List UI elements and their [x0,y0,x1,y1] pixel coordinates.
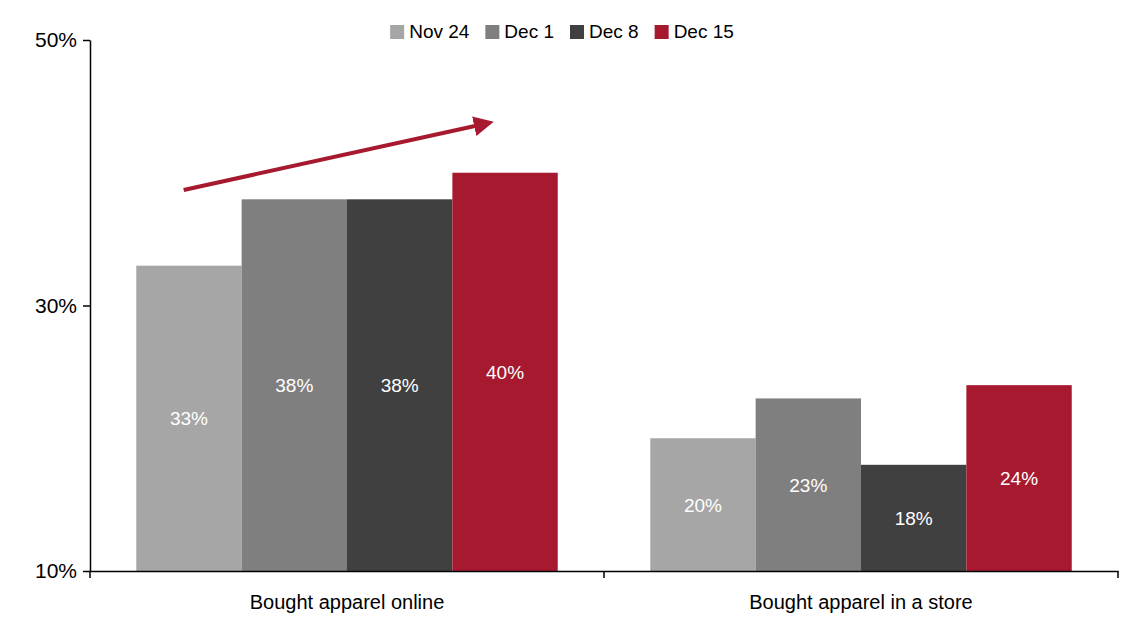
x-tick-label: Bought apparel in a store [749,591,973,613]
y-tick-mark [83,571,90,573]
x-tick: Bought apparel in a store [749,571,973,613]
legend-item: Dec 15 [655,21,734,42]
legend: Nov 24 Dec 1 Dec 8 Dec 15 [390,21,734,42]
trend-arrow [184,124,484,190]
legend-swatch [570,25,584,39]
x-tick-label: Bought apparel online [250,591,445,613]
category-separator [89,571,91,578]
bar [966,385,1071,571]
y-axis: 10% 30% 50% [35,28,91,582]
legend-swatch [485,25,499,39]
plot: 33% 20% 38% 23% 38% 18% 40% 24% 10% 30% 50% Bought … [35,28,1119,613]
data-label: 40% [486,362,524,383]
y-tick-label: 50% [35,28,77,51]
bars [136,173,1071,571]
bar [347,199,452,571]
legend-label: Dec 15 [674,21,734,42]
legend-item: Nov 24 [390,21,470,42]
category-separator [1117,571,1119,578]
chart: 33% 20% 38% 23% 38% 18% 40% 24% 10% 30% 50% Bought … [0,0,1132,632]
y-tick-label: 30% [35,294,77,317]
x-tick: Bought apparel online [250,571,445,613]
data-label: 24% [1000,468,1038,489]
legend-item: Dec 1 [485,21,554,42]
legend-label: Dec 1 [504,21,554,42]
y-tick-label: 10% [35,559,77,582]
legend-swatch [390,25,404,39]
bar [452,173,557,571]
data-label: 23% [789,475,827,496]
y-tick-mark [83,40,90,42]
legend-label: Nov 24 [409,21,470,42]
bar [756,398,861,571]
data-label: 38% [275,375,313,396]
y-tick-mark [83,305,90,307]
y-tick: 10% [35,559,90,582]
legend-item: Dec 8 [570,21,639,42]
bar [242,199,347,571]
legend-swatch [655,25,669,39]
data-label: 18% [895,508,933,529]
data-label: 20% [684,495,722,516]
y-tick: 50% [35,28,90,51]
data-labels: 33% 20% 38% 23% 38% 18% 40% 24% [170,362,1038,529]
legend-label: Dec 8 [589,21,639,42]
data-label: 33% [170,408,208,429]
category-separator [603,571,605,578]
bar [861,465,966,571]
y-tick: 30% [35,294,90,317]
data-label: 38% [381,375,419,396]
bar [650,438,755,571]
x-axis: Bought apparel online Bought apparel in a… [90,571,1119,613]
bar [136,266,241,571]
